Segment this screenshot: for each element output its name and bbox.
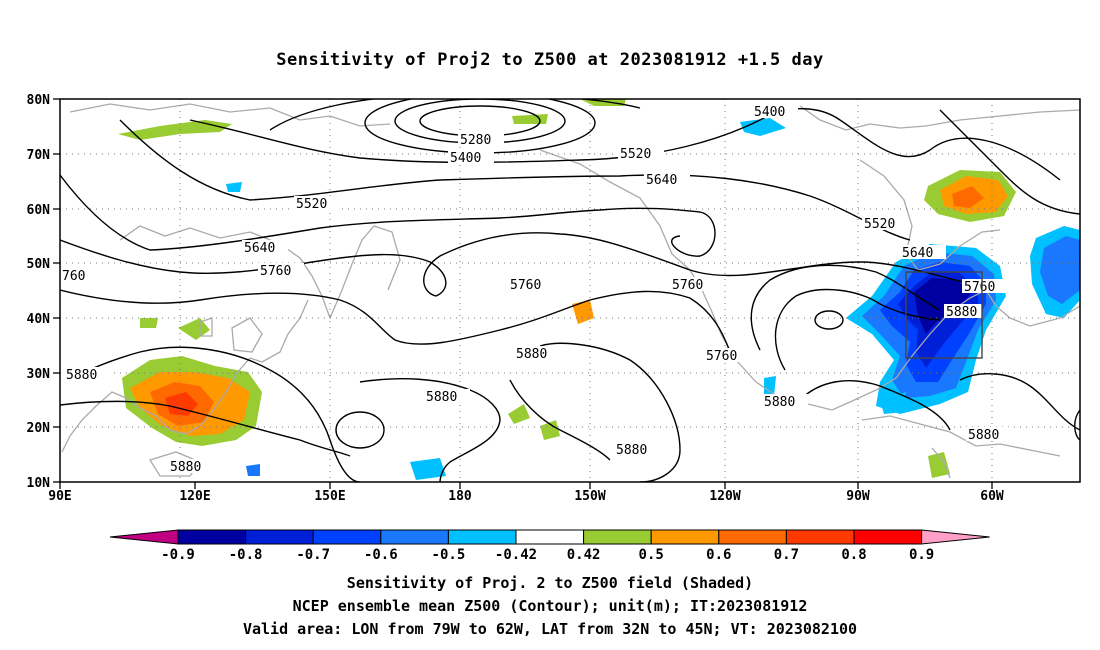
colorbar-label: -0.7 <box>296 547 330 563</box>
contour-label: 5880 <box>426 390 457 405</box>
contour-label: 5640 <box>244 241 275 256</box>
caption-contour: NCEP ensemble mean Z500 (Contour); unit(… <box>292 597 808 615</box>
contour-label: 5400 <box>450 151 481 166</box>
colorbar-segment <box>447 529 517 545</box>
lat-tick-label: 10N <box>27 476 51 491</box>
lon-tick-label: 150W <box>574 489 605 504</box>
colorbar-label: 0.6 <box>706 547 731 563</box>
lon-tick-label: 180 <box>448 489 472 504</box>
colorbar-label: 0.8 <box>841 547 866 563</box>
map-frame <box>59 98 1081 483</box>
colorbar-label: 0.7 <box>774 547 799 563</box>
colorbar-segment <box>312 529 382 545</box>
lat-tick-label: 30N <box>27 367 51 382</box>
colorbar-label: -0.9 <box>161 547 195 563</box>
colorbar-segment <box>245 529 314 545</box>
contour-label: 5640 <box>646 173 677 188</box>
colorbar-segment <box>718 529 787 545</box>
lat-tick-label: 60N <box>27 203 51 218</box>
colorbar-low-triangle <box>109 529 179 545</box>
colorbar-label: -0.42 <box>495 547 537 563</box>
colorbar-segment <box>853 529 923 545</box>
colorbar-label: -0.5 <box>432 547 466 563</box>
contour-label: 5400 <box>754 105 785 120</box>
contour-label: 5760 <box>706 349 737 364</box>
contour-label: 5880 <box>946 305 977 320</box>
colorbar-segment <box>650 529 720 545</box>
colorbar-label: 0.42 <box>567 547 601 563</box>
contour-label-layer: 5400 5280 5400 5520 5640 5520 760 5640 5… <box>62 104 1012 475</box>
lat-tick-label: 70N <box>27 148 51 163</box>
contour-label: 5760 <box>260 264 291 279</box>
contour-label: 5880 <box>66 368 97 383</box>
lat-tick-label: 40N <box>27 312 51 327</box>
lat-axis: 80N 70N 60N 50N 40N 30N 20N 10N <box>27 93 60 491</box>
contour-label: 5520 <box>620 147 651 162</box>
lat-tick-label: 80N <box>27 93 51 108</box>
grid-lines <box>60 99 1080 482</box>
lon-tick-label: 120W <box>709 489 740 504</box>
colorbar-label: 0.5 <box>639 547 664 563</box>
colorbar-segment <box>515 529 585 545</box>
contour-label: 5640 <box>902 246 933 261</box>
colorbar-segment <box>583 529 652 545</box>
colorbar-label: -0.6 <box>364 547 398 563</box>
contour-label: 5880 <box>616 443 647 458</box>
lon-axis: 90E 120E 150E 180 150W 120W 90W 60W <box>48 482 1004 504</box>
lon-tick-label: 120E <box>179 489 210 504</box>
plot-title: Sensitivity of Proj2 to Z500 at 20230819… <box>276 50 824 70</box>
contour-label: 760 <box>62 269 85 284</box>
lon-tick-label: 90W <box>846 489 870 504</box>
colorbar-segment <box>785 529 855 545</box>
colorbar-high-triangle <box>921 529 990 545</box>
positive-sensitivity-misc <box>118 99 950 478</box>
contour-label: 5880 <box>170 460 201 475</box>
lon-tick-label: 90E <box>48 489 71 504</box>
lon-tick-label: 60W <box>980 489 1004 504</box>
positive-sensitivity-canada <box>924 170 1016 222</box>
contour-label: 5760 <box>510 278 541 293</box>
contour-label: 5520 <box>864 217 895 232</box>
colorbar-label: 0.9 <box>909 547 934 563</box>
contour-label: 5280 <box>460 133 491 148</box>
colorbar-segment <box>380 529 449 545</box>
caption-shading: Sensitivity of Proj. 2 to Z500 field (Sh… <box>346 574 754 592</box>
lat-tick-label: 50N <box>27 257 51 272</box>
lon-tick-label: 150E <box>314 489 345 504</box>
caption-valid-area: Valid area: LON from 79W to 62W, LAT fro… <box>242 620 858 638</box>
colorbar-segment <box>177 529 247 545</box>
lat-tick-label: 20N <box>27 421 51 436</box>
coastlines <box>61 103 1080 479</box>
sensitivity-shading <box>118 99 1080 480</box>
contour-label: 5880 <box>968 428 999 443</box>
colorbar-label: -0.8 <box>229 547 263 563</box>
valid-area-box <box>905 271 983 359</box>
contour-label: 5880 <box>764 395 795 410</box>
contour-label: 5760 <box>672 278 703 293</box>
contour-label: 5760 <box>964 280 995 295</box>
contour-label: 5880 <box>516 347 547 362</box>
contour-label: 5520 <box>296 197 327 212</box>
colorbar: -0.9 -0.8 -0.7 -0.6 -0.5 -0.42 0.42 0.5 0.6 0.7 0.… <box>109 529 990 563</box>
